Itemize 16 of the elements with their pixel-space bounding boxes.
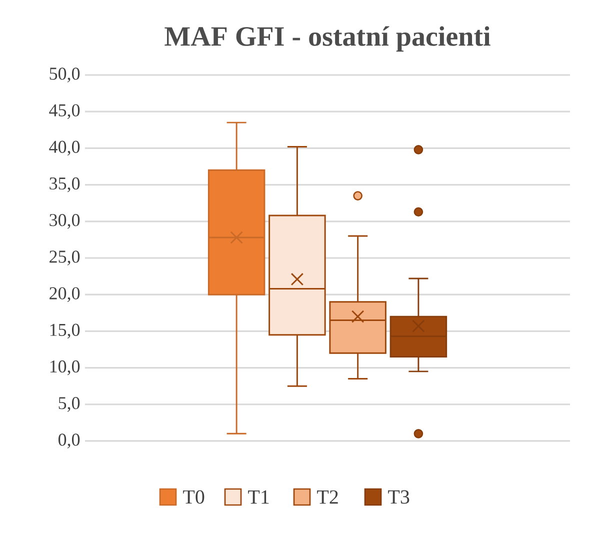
y-tick-label: 0,0: [58, 434, 80, 448]
legend-label: T3: [388, 490, 410, 504]
y-tick-label: 10,0: [50, 360, 80, 376]
y-tick-label: 35,0: [50, 177, 80, 192]
y-tick-label: 30,0: [50, 214, 80, 229]
y-tick-label: 50,0: [50, 68, 80, 82]
y-tick-label: 20,0: [50, 287, 80, 302]
y-tick-label: 5,0: [58, 397, 80, 412]
chart-title: MAF GFI - ostatní pacienti: [164, 26, 490, 52]
y-tick-label: 25,0: [50, 250, 80, 266]
y-tick-label: 15,0: [50, 324, 80, 339]
y-tick-label: 45,0: [49, 104, 80, 119]
legend-label: T2: [317, 490, 338, 504]
y-tick-label: 40,0: [49, 140, 80, 156]
legend-label: T1: [248, 490, 269, 504]
legend-label: T0: [183, 490, 204, 504]
